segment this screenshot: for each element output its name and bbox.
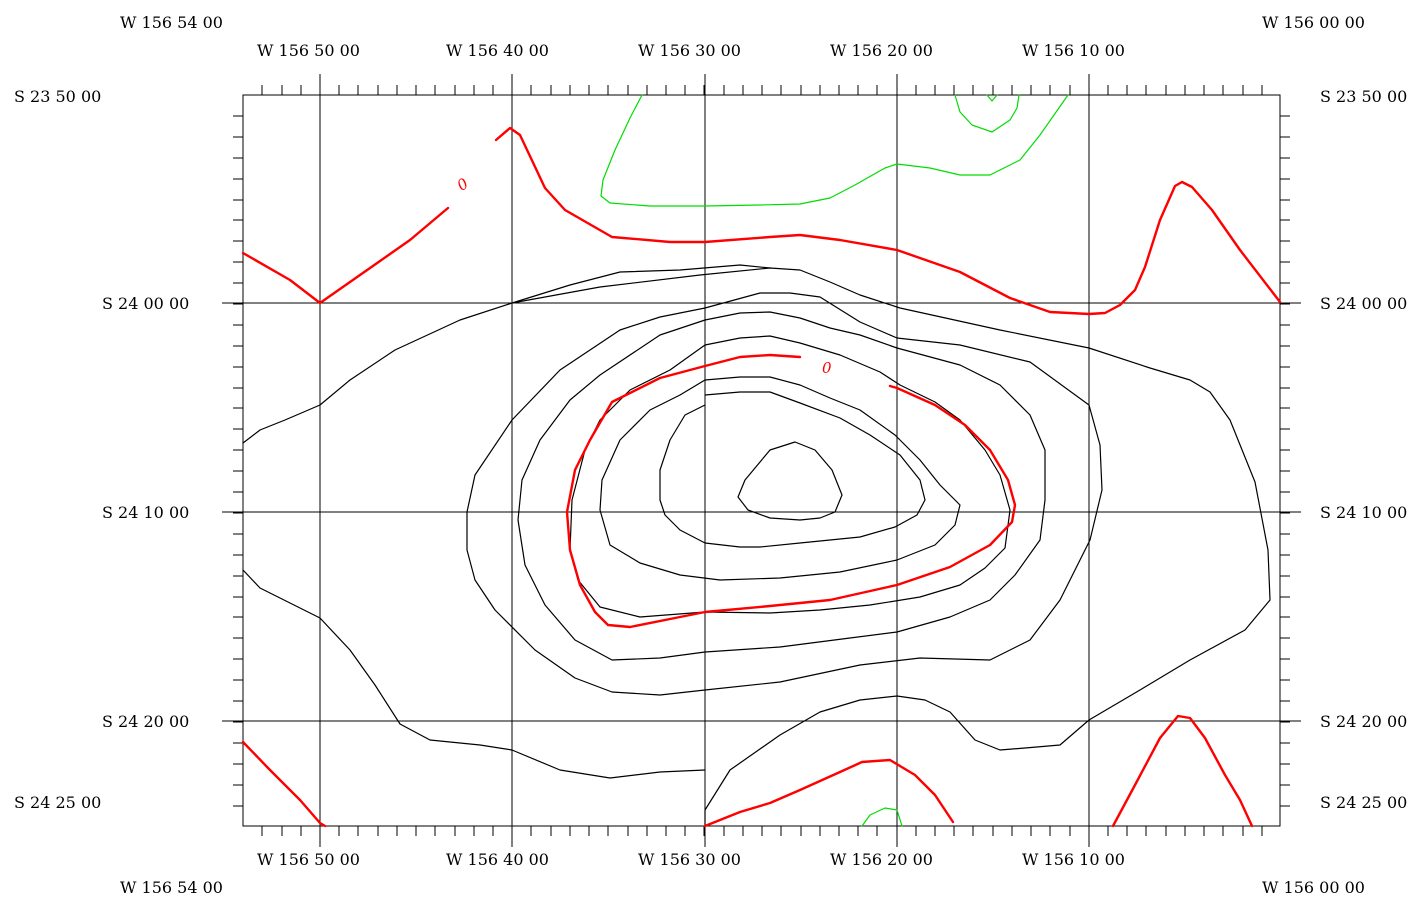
contour-line (659, 391, 926, 548)
lat-label: S 24 00 00 (1320, 294, 1407, 313)
corner-label-bottom-right: W 156 00 00 (1262, 878, 1365, 897)
contour-label-zero: 0 (822, 359, 832, 377)
zero-contour-line (494, 126, 1282, 316)
contour-line (466, 292, 1103, 696)
lat-label: S 23 50 00 (14, 87, 101, 106)
lat-label: S 24 20 00 (102, 712, 189, 731)
contour-line (517, 311, 1046, 661)
lat-label: S 24 25 00 (14, 793, 101, 812)
contour-line (986, 94, 998, 102)
lon-label: W 156 30 00 (638, 850, 741, 869)
zero-contour-line (241, 206, 450, 305)
zero-contour-line (565, 353, 1017, 629)
lon-label: W 156 40 00 (446, 850, 549, 869)
lon-label: W 156 20 00 (830, 41, 933, 60)
contour-line (599, 376, 961, 581)
zero-contour-line (1111, 714, 1254, 828)
meridian-grid (319, 74, 1090, 847)
black-contours (242, 264, 1271, 827)
contour-line (861, 807, 903, 827)
lon-label: W 156 20 00 (830, 850, 933, 869)
left-latitude-labels: S 23 50 00 S 24 00 00 S 24 10 00 S 24 20… (14, 87, 189, 812)
lon-label: W 156 10 00 (1022, 850, 1125, 869)
right-latitude-labels: S 23 50 00 S 24 00 00 S 24 10 00 S 24 20… (1320, 87, 1407, 812)
lon-label: W 156 50 00 (257, 850, 360, 869)
bottom-longitude-labels: W 156 50 00 W 156 40 00 W 156 30 00 W 15… (257, 850, 1125, 869)
corner-label-top-left: W 156 54 00 (120, 13, 223, 32)
contour-line (600, 94, 1069, 207)
zero-contour-line (703, 758, 955, 828)
lat-label: S 24 20 00 (1320, 712, 1407, 731)
lat-label: S 24 25 00 (1320, 793, 1407, 812)
contour-line (954, 94, 1020, 133)
contour-line (569, 335, 1011, 618)
green-contours (600, 94, 1069, 827)
corner-label-top-right: W 156 00 00 (1262, 13, 1365, 32)
lon-label: W 156 30 00 (638, 41, 741, 60)
lon-label: W 156 10 00 (1022, 41, 1125, 60)
corner-label-bottom-left: W 156 54 00 (120, 878, 223, 897)
contour-line (242, 569, 706, 779)
zero-contours (241, 126, 1282, 828)
lat-label: S 24 10 00 (1320, 503, 1407, 522)
zero-contour-line (241, 740, 327, 828)
lon-label: W 156 40 00 (446, 41, 549, 60)
contour-label-zero: 0 (454, 174, 473, 194)
lat-label: S 23 50 00 (1320, 87, 1407, 106)
lat-label: S 24 00 00 (102, 294, 189, 313)
contour-line (242, 267, 1271, 827)
contour-line (737, 441, 843, 521)
parallel-grid (222, 302, 1301, 722)
top-longitude-labels: W 156 50 00 W 156 40 00 W 156 30 00 W 15… (257, 41, 1125, 60)
contour-line (511, 264, 771, 304)
tick-marks (233, 85, 1290, 836)
lat-label: S 24 10 00 (102, 503, 189, 522)
lon-label: W 156 50 00 (257, 41, 360, 60)
